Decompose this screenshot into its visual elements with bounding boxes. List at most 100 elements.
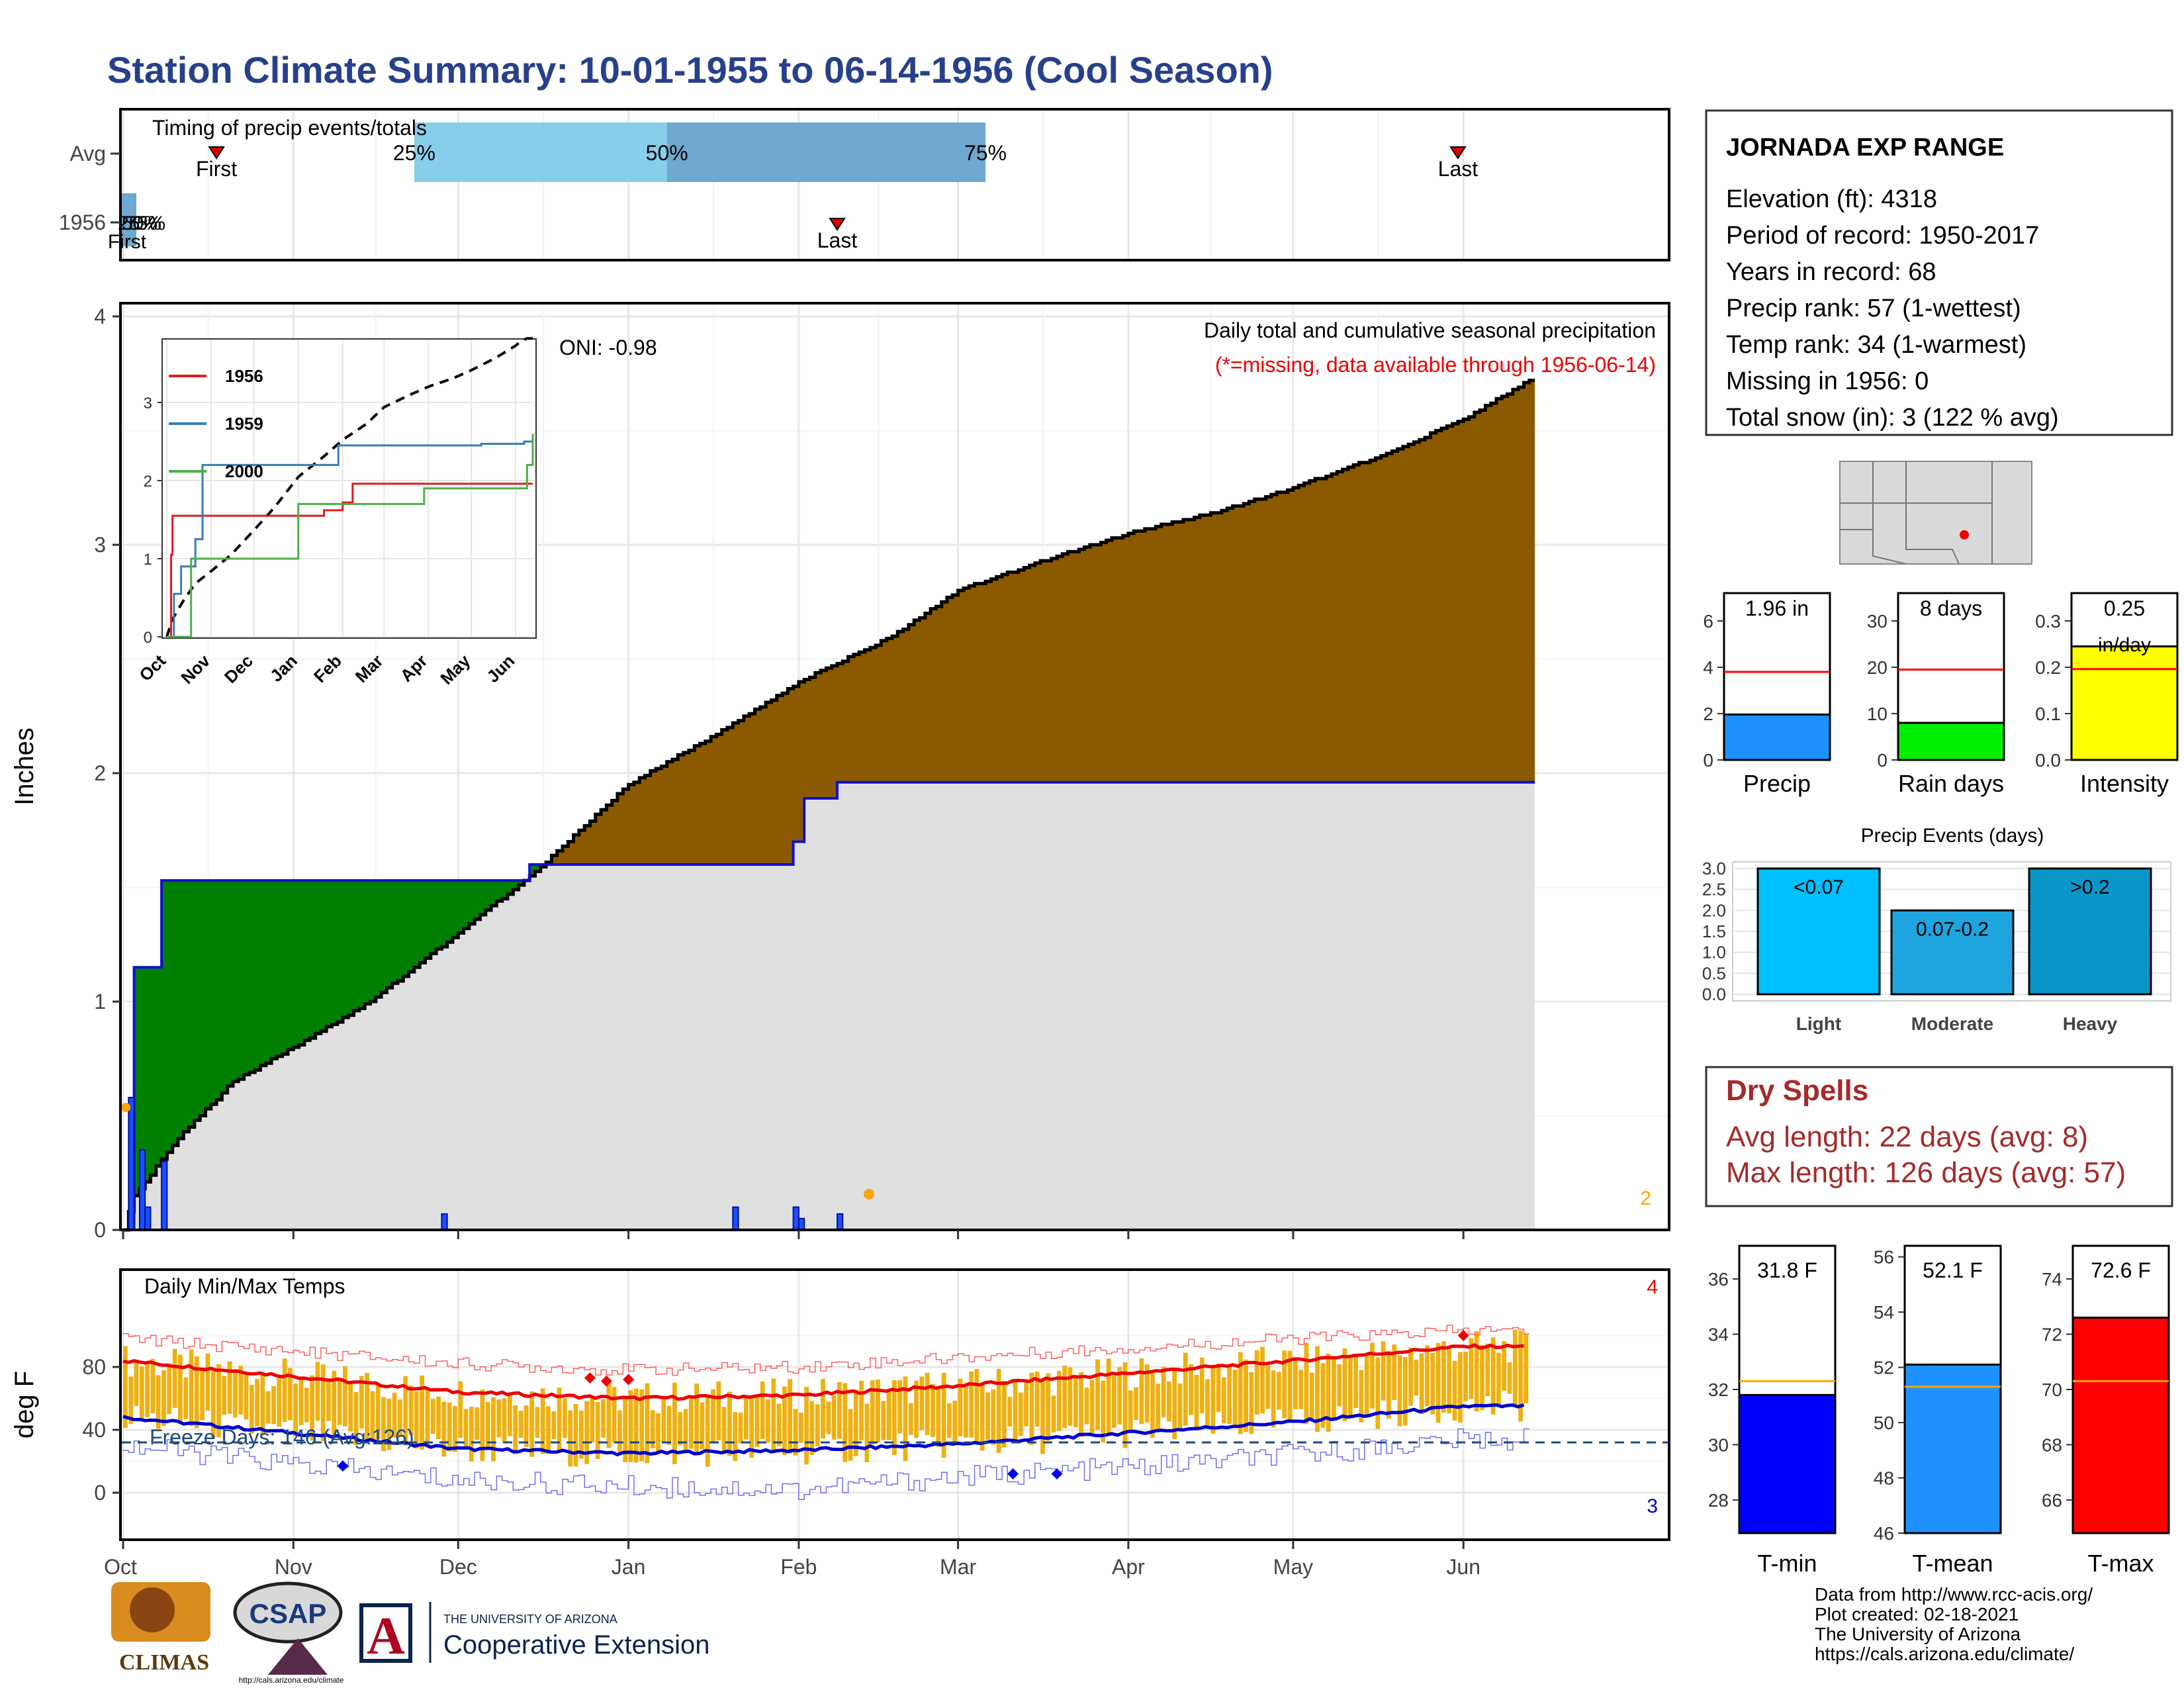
daily-precip-bar [732, 1206, 739, 1231]
inset-ytick-label: 3 [144, 395, 152, 412]
daily-temp-bar [623, 1397, 628, 1462]
precip-ytick-label: 3 [94, 533, 106, 557]
daily-temp-bar [700, 1402, 705, 1450]
temp-bar-tick-label: 34 [1708, 1325, 1729, 1345]
daily-temp-bar [288, 1368, 293, 1421]
daily-temp-range-bars [123, 1329, 1529, 1467]
daily-temp-bar [546, 1406, 551, 1454]
y1956-p75-label: 75% [126, 212, 165, 234]
daily-temp-bar [1254, 1350, 1259, 1415]
inset-avg-line [165, 337, 533, 637]
dry-spells-frame [1705, 1066, 2173, 1207]
daily-temp-bar [535, 1407, 540, 1438]
daily-temp-bar [914, 1380, 919, 1438]
record-high-marker [623, 1374, 635, 1385]
daily-temp-bar [436, 1396, 441, 1439]
precip-ylabel: Inches [10, 727, 39, 806]
temp-title: Daily Min/Max Temps [144, 1274, 345, 1298]
daily-temp-bar [1447, 1348, 1452, 1414]
daily-temp-bar [1029, 1372, 1034, 1445]
daily-temp-bar [1387, 1350, 1391, 1419]
events-bars: 0.00.51.0 1.52.02.5 3.0 <0.07 Light 0.07-0.2 M… [1702, 859, 2171, 1034]
y1956-p50-label: 50% [122, 212, 161, 234]
temp-bar-tick-label: 30 [1708, 1434, 1729, 1455]
daily-temp-bar [249, 1385, 254, 1434]
daily-temp-bar [568, 1410, 573, 1467]
temp-bar-tick-label: 72 [2042, 1325, 2062, 1345]
temp-bar-tick-label: 28 [1708, 1490, 1729, 1511]
y1956-first-label: First [108, 231, 147, 253]
temp-xtick-label: May [1273, 1555, 1313, 1579]
mini-bar-tick-label: 10 [1867, 704, 1888, 724]
season-cumulative-line [123, 780, 1535, 1231]
daily-temp-bar [227, 1361, 232, 1414]
temp-bar-label: T-max [2087, 1550, 2154, 1577]
daily-temp-bar [1408, 1347, 1413, 1406]
daily-temp-bar [518, 1410, 523, 1438]
daily-temp-bar [1144, 1364, 1150, 1423]
temp-bar-value: 52.1 F [1923, 1258, 1983, 1282]
mini-bar-tick-label: 6 [1703, 611, 1713, 632]
daily-temp-bar [414, 1391, 419, 1449]
daily-temp-bar [150, 1358, 156, 1413]
record-high-count: 4 [1647, 1276, 1658, 1298]
daily-temp-bar [1375, 1357, 1381, 1429]
daily-temp-bar [721, 1407, 727, 1454]
avg-last-marker [1449, 146, 1467, 160]
daily-temp-bar [134, 1359, 139, 1406]
daily-temp-bar [1134, 1387, 1138, 1421]
daily-temp-bar [931, 1383, 935, 1437]
inset-legend: 1956 1959 2000 [169, 366, 263, 481]
locator-map [1839, 461, 2032, 565]
daily-temp-bar [1189, 1364, 1193, 1415]
daily-temp-bar [1524, 1334, 1529, 1403]
daily-temp-bar [1293, 1357, 1298, 1409]
daily-temp-bar [1073, 1377, 1078, 1428]
daily-temp-bar [178, 1354, 183, 1425]
daily-temp-bar [672, 1382, 677, 1464]
daily-temp-bar [848, 1409, 853, 1461]
daily-temp-bar [919, 1376, 925, 1430]
y1956-last-marker [829, 218, 846, 231]
csap-url: http://cals.arizona.edu/climate [239, 1675, 344, 1685]
precip-ytick-label: 0 [94, 1218, 106, 1242]
station-line: Period of record: 1950-2017 [1726, 222, 2039, 250]
dry-spells-title: Dry Spells [1726, 1074, 1868, 1107]
events-bar [2028, 867, 2152, 996]
dry-spells-box: Dry Spells Avg length: 22 days (avg: 8) … [1705, 1066, 2173, 1207]
inset-ytick-label: 2 [144, 473, 152, 491]
daily-temp-bar [864, 1403, 870, 1462]
temp-bar-tick-label: 54 [1874, 1302, 1894, 1323]
mini-bar [2070, 645, 2179, 761]
inset-legend-label: 2000 [225, 461, 263, 481]
avg-last-label: Last [1438, 157, 1479, 181]
precip-events-chart: Precip Events (days) 0.00.51.0 1.52.02.5 3… [1702, 825, 2171, 1034]
daily-temp-bar [381, 1397, 386, 1452]
daily-temp-bar [903, 1376, 908, 1462]
daily-temp-bar [167, 1363, 172, 1415]
daily-temp-bar [265, 1391, 271, 1424]
daily-temp-bar [1095, 1359, 1100, 1430]
mini-bar-tick-label: 0 [1877, 750, 1888, 771]
csap-logo-text: CSAP [250, 1598, 327, 1629]
avg-p50-label: 50% [646, 141, 688, 165]
temp-bar-tick-label: 70 [2042, 1380, 2062, 1400]
mini-bar-tick-label: 4 [1703, 657, 1713, 678]
daily-temp-bar [716, 1381, 721, 1440]
events-bar-label: <0.07 [1794, 876, 1844, 898]
daily-temp-bar [370, 1391, 375, 1440]
daily-temp-bar [343, 1366, 347, 1427]
daily-temp-bar [1167, 1381, 1171, 1422]
daily-temp-bar [523, 1405, 529, 1447]
daily-temp-bar [711, 1389, 715, 1444]
daily-temp-bar [958, 1378, 963, 1436]
daily-temp-bar [1244, 1359, 1248, 1432]
avg-first-label: First [196, 157, 237, 181]
state-borders [1840, 461, 1993, 565]
daily-temp-bar [255, 1378, 259, 1427]
daily-temp-bar [485, 1402, 490, 1450]
daily-precip-bar [792, 1206, 799, 1231]
temp-bar-value: 72.6 F [2091, 1258, 2151, 1282]
daily-temp-bar [1156, 1383, 1161, 1432]
